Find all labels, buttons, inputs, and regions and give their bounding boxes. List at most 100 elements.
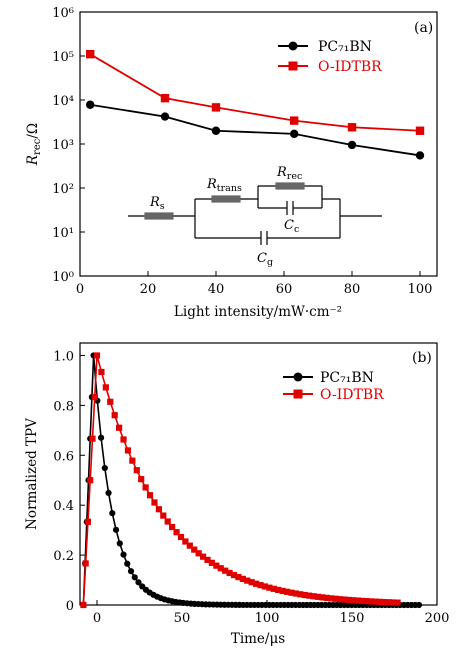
label-cc: Cc [284,218,299,235]
panel-b-y-tick-label: 0.4 [53,499,74,514]
panel-b-point-0 [127,568,135,575]
panel-b-point-1 [266,584,273,591]
panel-b-point-1 [186,542,193,549]
panel-b-point-1 [337,596,344,603]
panel-a-point-1 [211,103,221,112]
panel-a-y-tick-label: 10³ [52,138,74,153]
panel-a-point-0 [290,129,299,139]
panel-b-point-1 [376,598,383,605]
panel-b-x-tick-label: 150 [340,611,365,626]
panel-b-x-tick-label: 0 [93,611,101,626]
panel-b-point-1 [248,579,255,586]
panel-b-point-1 [341,596,348,603]
panel-b-point-1 [350,597,357,604]
panel-b-point-1 [372,598,379,605]
panel-a-point-1 [160,93,170,103]
resistor-rtrans [211,195,241,203]
label-cg: Cg [257,251,273,268]
panel-b-point-1 [151,499,158,506]
panel-b-point-1 [169,523,176,531]
panel-b-point-1 [359,597,366,604]
panel-b-point-1 [102,384,109,391]
panel-a-y-tick-label: 10⁵ [52,50,74,65]
panel-b-point-1 [394,599,401,606]
panel-b-point-1 [129,457,136,464]
panel-b-point-1 [323,594,330,601]
panel-b-point-0 [131,574,138,581]
panel-b-point-1 [261,583,269,590]
panel-b-point-1 [244,577,251,584]
panel-b-point-1 [98,368,105,376]
legend-marker-o-idtbr-b [293,389,303,399]
panel-b-point-1 [116,424,123,431]
panel-b-frame [79,342,438,606]
panel-a-point-1 [415,126,425,135]
panel-b-point-0 [120,551,127,558]
panel-a-x-axis-label: Light intensity/mW·cm⁻² [174,304,342,320]
panel-b-x-tick-label: 100 [255,611,280,626]
panel-b-point-1 [288,589,295,596]
panel-b-point-1 [93,352,101,359]
panel-b-y-axis-label: Normalized TPV [24,418,40,530]
panel-b-point-1 [354,597,361,604]
panel-b-point-0 [112,526,120,533]
panel-a-point-0 [347,140,357,150]
panel-b-y-tick-label: 0.8 [53,399,74,414]
panel-b-point-1 [80,601,87,609]
resistor-rrec [275,182,305,190]
panel-b-point-1 [230,571,238,579]
panel-b-point-1 [381,598,388,606]
panel-b-point-1 [84,518,92,525]
panel-b-point-1 [217,565,224,572]
panel-b-point-1 [363,598,370,605]
panel-a-y-tick-label: 10¹ [52,226,74,241]
panel-b-point-1 [270,585,277,592]
panel-b-point-1 [177,533,185,541]
panel-a-x-tick-label: 0 [76,282,84,297]
resistor-rs [144,212,174,220]
panel-b-point-0 [109,510,116,517]
panel-b-point-1 [213,562,220,569]
panel-b-point-1 [155,506,162,513]
panel-a-legend: PC₇₁BN O-IDTBR [278,39,382,75]
panel-a-y-axis-label: Rrec/Ω [25,123,43,166]
panel-a-point-0 [160,112,170,121]
panel-a-x-tick-label: 80 [344,282,361,297]
panel-b-point-1 [204,556,211,563]
legend-label-pc71bn-b: PC₇₁BN [320,370,374,386]
panel-a-x-tick-label: 60 [276,282,293,297]
panel-b-point-1 [146,492,154,499]
panel-b-point-1 [345,596,353,604]
panel-b-point-1 [235,573,242,581]
legend-marker-pc71bn [288,41,298,51]
panel-b-point-1 [87,477,94,484]
panel-a-series-line-1 [89,53,421,132]
panel-b-point-1 [253,580,260,587]
panel-b-point-1 [301,591,308,599]
panel-b-y-tick-label: 0.6 [53,449,74,464]
panel-b-point-1 [124,447,132,454]
panel-a-y-tick-label: 10⁰ [52,270,74,285]
panel-b-point-1 [82,560,89,567]
panel-b-point-1 [319,594,326,601]
panel-a-x-tick-label: 40 [208,282,225,297]
panel-b-point-1 [107,398,114,405]
panel-b-point-1 [160,512,167,519]
panel-b-point-1 [310,593,317,600]
panel-b-point-1 [195,550,202,557]
panel-b-y-tick-label: 1.0 [53,349,74,364]
panel-a-point-0 [415,151,425,160]
panel-b-point-1 [257,582,264,589]
panel-b-point-1 [367,598,375,605]
panel-b-point-0 [105,489,112,496]
panel-b-x-tick-label: 200 [425,611,450,626]
panel-b-y-tick-label: 0 [66,599,74,614]
panel-b-point-0 [135,579,142,586]
panel-b-point-1 [111,412,118,419]
panel-b-point-1 [292,590,299,597]
panel-a-y-tick-label: 10⁶ [52,6,74,21]
legend-label-o-idtbr-b: O-IDTBR [320,387,384,403]
panel-b-point-1 [182,538,189,545]
panel-b-point-1 [275,586,282,594]
